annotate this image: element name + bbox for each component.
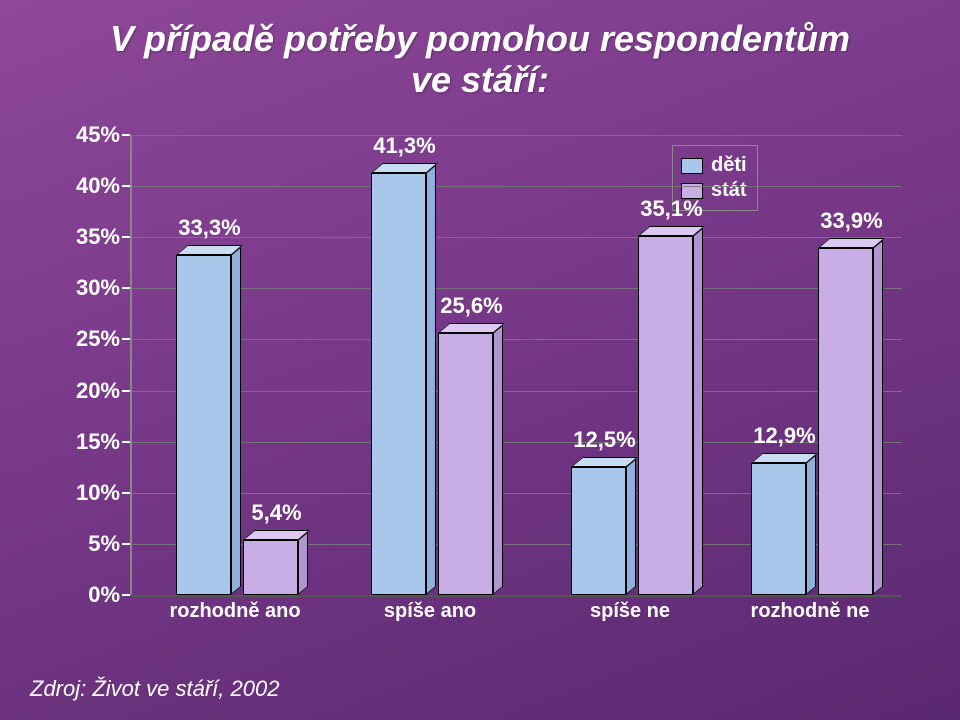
y-tick-label: 35% [60, 224, 120, 250]
y-tick-label: 30% [60, 275, 120, 301]
y-tick-label: 20% [60, 378, 120, 404]
bar-deti [751, 463, 806, 595]
y-tick-label: 40% [60, 173, 120, 199]
slide: V případě potřeby pomohou respondentům v… [0, 0, 960, 720]
legend-label-deti: děti [711, 154, 747, 177]
y-tick-label: 15% [60, 429, 120, 455]
bar-stat [638, 236, 693, 595]
chart: 0%5%10%15%20%25%30%35%40%45% děti stát 3… [60, 135, 900, 655]
bar-stat [438, 333, 493, 595]
y-tick-label: 45% [60, 122, 120, 148]
y-tick-label: 25% [60, 326, 120, 352]
y-tick-label: 10% [60, 480, 120, 506]
x-axis: rozhodně ano spíše ano spíše ne rozhodně ne [130, 600, 900, 630]
x-tick-label: rozhodně ano [169, 600, 300, 623]
grid-line [132, 288, 902, 289]
grid-line [132, 186, 902, 187]
title-line-2: ve stáří: [411, 59, 549, 100]
title-line-1: V případě potřeby pomohou respondentům [110, 18, 850, 59]
bar-deti [571, 467, 626, 595]
source-citation: Zdroj: Život ve stáří, 2002 [30, 676, 279, 702]
bar-value-label: 12,9% [753, 423, 815, 449]
bar-value-label: 35,1% [640, 196, 702, 222]
bar-value-label: 12,5% [573, 427, 635, 453]
grid-line [132, 595, 902, 597]
bar-value-label: 33,9% [820, 208, 882, 234]
bar-value-label: 41,3% [373, 133, 435, 159]
grid-line [132, 135, 902, 136]
slide-title: V případě potřeby pomohou respondentům v… [0, 0, 960, 101]
bar-stat [243, 540, 298, 595]
y-tick-label: 0% [60, 582, 120, 608]
bar-deti [176, 255, 231, 595]
legend-swatch-deti [681, 158, 703, 174]
bar-value-label: 25,6% [440, 293, 502, 319]
y-tick-label: 5% [60, 531, 120, 557]
legend-item-deti: děti [681, 154, 747, 177]
grid-line [132, 237, 902, 238]
grid-line [132, 391, 902, 392]
bar-stat [818, 248, 873, 595]
bar-value-label: 5,4% [251, 500, 301, 526]
x-tick-label: spíše ano [384, 600, 476, 623]
x-tick-label: rozhodně ne [751, 600, 870, 623]
bar-deti [371, 173, 426, 595]
y-axis: 0%5%10%15%20%25%30%35%40%45% [60, 135, 130, 595]
grid-line [132, 339, 902, 340]
plot-area: děti stát 33,3% 5,4% 41,3% 25,6% 12,5% 35,1% 1… [130, 135, 902, 595]
x-tick-label: spíše ne [590, 600, 670, 623]
legend-label-stat: stát [711, 179, 747, 202]
bar-value-label: 33,3% [178, 215, 240, 241]
